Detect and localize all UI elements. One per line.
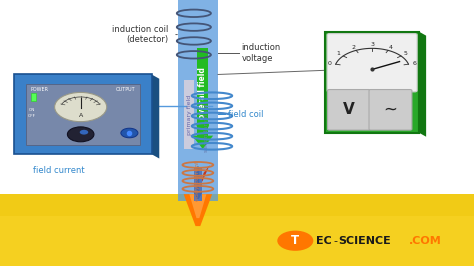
Text: secondary field: secondary field <box>204 103 209 152</box>
Text: 0: 0 <box>328 61 332 66</box>
Polygon shape <box>197 48 209 141</box>
FancyBboxPatch shape <box>325 32 419 133</box>
Polygon shape <box>419 32 426 137</box>
Polygon shape <box>183 194 212 226</box>
Polygon shape <box>201 165 210 184</box>
Polygon shape <box>152 74 159 159</box>
Text: -: - <box>333 236 337 246</box>
Text: POWER: POWER <box>31 87 49 92</box>
Polygon shape <box>192 136 213 149</box>
Text: SCIENCE: SCIENCE <box>338 236 391 246</box>
Text: T: T <box>291 234 300 247</box>
Text: field current: field current <box>33 166 85 175</box>
Text: ON: ON <box>29 108 36 112</box>
Circle shape <box>80 130 88 135</box>
Text: overall field: overall field <box>198 67 207 119</box>
Text: ~: ~ <box>383 101 398 119</box>
FancyBboxPatch shape <box>328 90 371 130</box>
Text: 3: 3 <box>370 42 374 47</box>
Bar <box>31 93 36 101</box>
FancyBboxPatch shape <box>26 84 140 145</box>
Text: 5: 5 <box>404 51 408 56</box>
Circle shape <box>121 128 138 138</box>
FancyBboxPatch shape <box>327 34 417 92</box>
Text: induction
voltage: induction voltage <box>242 44 281 63</box>
Text: OFF: OFF <box>28 114 36 118</box>
Text: A: A <box>79 113 83 118</box>
Polygon shape <box>189 194 206 218</box>
FancyBboxPatch shape <box>369 90 412 130</box>
Circle shape <box>67 127 94 142</box>
Text: eddy current: eddy current <box>195 161 201 201</box>
Text: V: V <box>343 102 355 117</box>
Polygon shape <box>178 0 218 201</box>
Circle shape <box>55 92 107 122</box>
Polygon shape <box>0 194 474 266</box>
FancyBboxPatch shape <box>14 74 152 154</box>
Text: OUTPUT: OUTPUT <box>116 87 135 92</box>
Polygon shape <box>0 194 474 216</box>
Text: primary field: primary field <box>187 94 191 135</box>
Text: induction coil
(detector): induction coil (detector) <box>112 25 168 44</box>
Text: 6: 6 <box>412 61 416 66</box>
Text: 1: 1 <box>337 51 340 56</box>
Text: .COM: .COM <box>409 236 441 246</box>
Text: field coil: field coil <box>228 110 263 119</box>
Text: 4: 4 <box>389 45 392 50</box>
Polygon shape <box>193 168 202 201</box>
Polygon shape <box>184 80 194 149</box>
Text: EC: EC <box>316 236 332 246</box>
Text: 2: 2 <box>352 45 356 50</box>
Circle shape <box>277 231 313 251</box>
